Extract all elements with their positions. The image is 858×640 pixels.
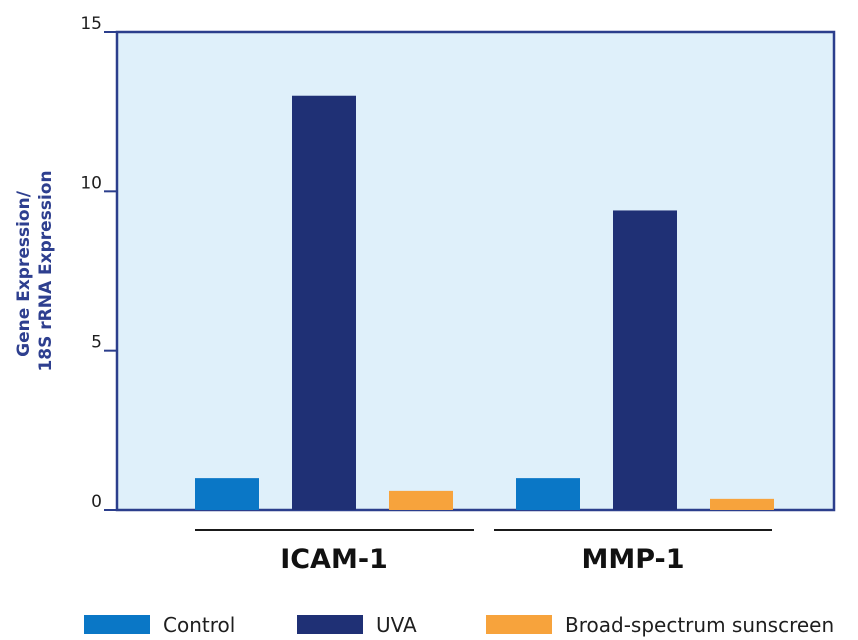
y-tick-label: 5 <box>91 333 102 353</box>
plot-area <box>115 30 836 512</box>
y-axis-label: Gene Expression/ 18S rRNA Expression <box>14 170 56 371</box>
legend: Control UVA Broad-spectrum sunscreen <box>84 613 834 637</box>
legend-label-control: Control <box>163 613 235 637</box>
y-tick-label: 15 <box>80 14 102 34</box>
legend-swatch-control <box>84 615 150 634</box>
legend-swatch-uva <box>297 615 363 634</box>
category-label-icam-1: ICAM-1 <box>280 544 388 575</box>
legend-swatch-sunscreen <box>486 615 552 634</box>
y-axis: 0 5 10 15 <box>80 14 117 512</box>
y-tick-label: 0 <box>91 492 102 512</box>
bar-icam-1-broad-spectrum-sunscreen <box>389 490 453 510</box>
bar-mmp-1-control <box>516 478 580 510</box>
bar-icam-1-control <box>195 478 259 510</box>
category-label-mmp-1: MMP-1 <box>581 544 684 575</box>
y-axis-label-line-1: Gene Expression/ <box>14 190 34 357</box>
bar-mmp-1-uva <box>613 210 677 510</box>
bars <box>195 95 774 510</box>
legend-label-uva: UVA <box>376 613 417 637</box>
legend-label-sunscreen: Broad-spectrum sunscreen <box>565 613 834 637</box>
bar-icam-1-uva <box>292 95 356 510</box>
bar-mmp-1-broad-spectrum-sunscreen <box>710 498 774 510</box>
y-tick-label: 10 <box>80 173 102 193</box>
y-axis-label-line-2: 18S rRNA Expression <box>36 170 56 371</box>
